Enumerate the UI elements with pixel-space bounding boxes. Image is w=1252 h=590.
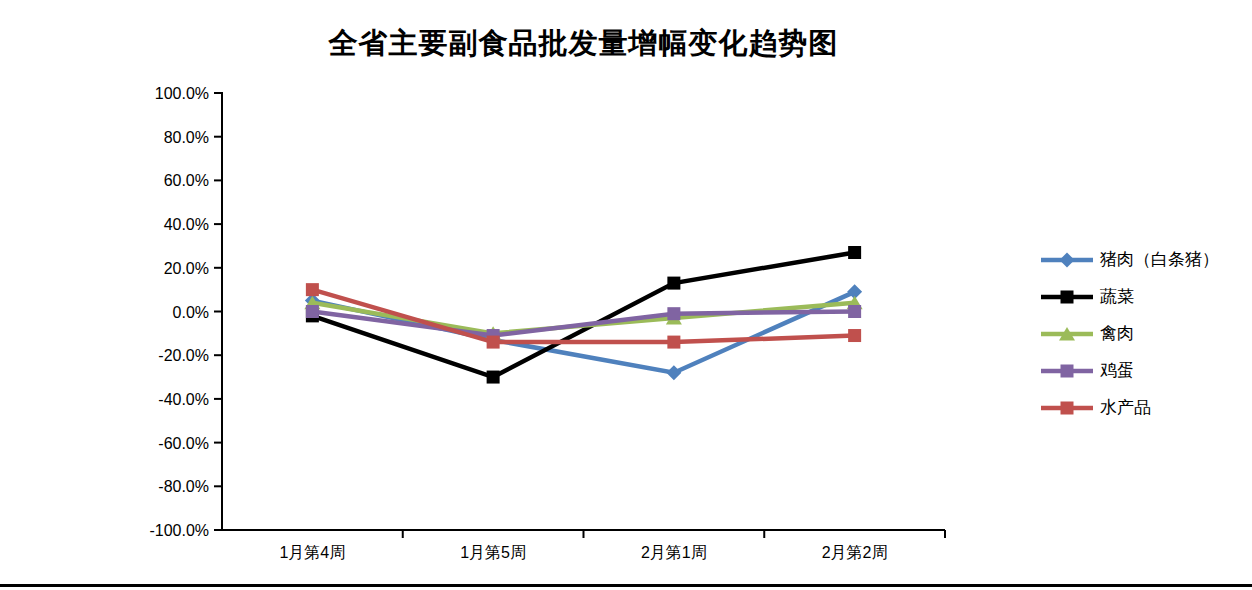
legend-item-0: 猪肉（白条猪） <box>1041 241 1219 278</box>
x-category-label: 2月第2周 <box>822 544 888 561</box>
chart-legend: 猪肉（白条猪） 蔬菜禽肉鸡蛋水产品 <box>1041 241 1219 426</box>
legend-swatch-square-icon <box>1041 288 1093 306</box>
y-tick-label: -80.0% <box>158 478 209 495</box>
legend-item-1: 蔬菜 <box>1041 278 1219 315</box>
y-tick-label: 20.0% <box>164 260 209 277</box>
legend-marker <box>1061 364 1074 377</box>
legend-swatch-triangle-icon <box>1041 325 1093 343</box>
legend-marker <box>1061 290 1074 303</box>
data-point-s1-3 <box>848 246 861 259</box>
legend-item-3: 鸡蛋 <box>1041 352 1219 389</box>
legend-label: 水产品 <box>1100 396 1151 419</box>
y-tick-label: -20.0% <box>158 347 209 364</box>
x-category-label: 1月第5周 <box>460 544 526 561</box>
legend-marker <box>1060 252 1075 267</box>
legend-marker <box>1061 401 1074 414</box>
y-tick-label: 0.0% <box>173 304 209 321</box>
data-point-s3-3 <box>848 305 861 318</box>
y-tick-label: 40.0% <box>164 216 209 233</box>
data-point-s0-2 <box>666 365 681 380</box>
legend-label: 蔬菜 <box>1100 285 1134 308</box>
legend-swatch-diamond-icon <box>1041 251 1093 269</box>
x-category-label: 2月第1周 <box>641 544 707 561</box>
data-point-s4-1 <box>487 336 500 349</box>
data-point-s1-2 <box>667 277 680 290</box>
legend-item-2: 禽肉 <box>1041 315 1219 352</box>
y-tick-label: 80.0% <box>164 129 209 146</box>
data-point-s3-2 <box>667 307 680 320</box>
legend-item-4: 水产品 <box>1041 389 1219 426</box>
y-tick-label: 100.0% <box>155 85 209 102</box>
y-tick-label: -60.0% <box>158 435 209 452</box>
legend-label: 鸡蛋 <box>1100 359 1134 382</box>
data-point-s3-0 <box>306 305 319 318</box>
x-category-label: 1月第4周 <box>279 544 345 561</box>
y-tick-label: 60.0% <box>164 172 209 189</box>
data-point-s1-1 <box>487 371 500 384</box>
data-point-s4-3 <box>848 329 861 342</box>
y-tick-label: -40.0% <box>158 391 209 408</box>
bottom-divider-line <box>0 584 1252 587</box>
legend-label: 禽肉 <box>1100 322 1134 345</box>
legend-swatch-square-icon <box>1041 362 1093 380</box>
y-tick-label: -100.0% <box>149 522 209 539</box>
legend-swatch-square-icon <box>1041 399 1093 417</box>
data-point-s4-0 <box>306 283 319 296</box>
legend-label: 猪肉（白条猪） <box>1100 248 1219 271</box>
data-point-s4-2 <box>667 336 680 349</box>
